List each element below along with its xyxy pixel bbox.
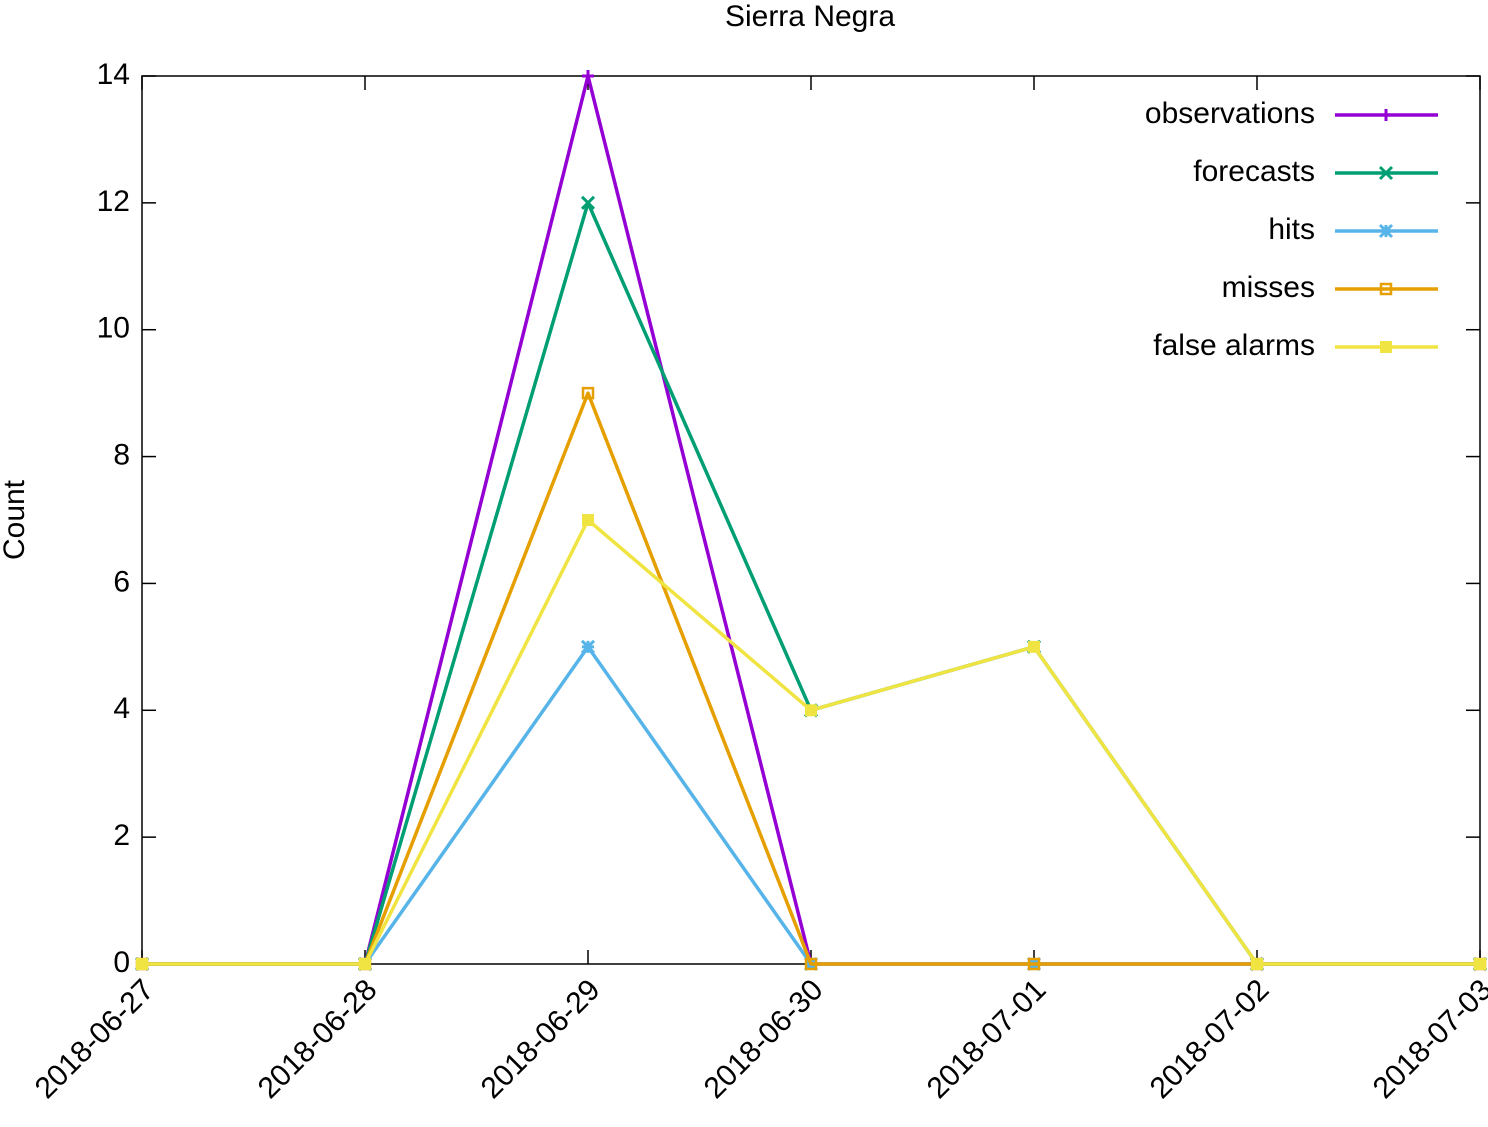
point-marker: [582, 514, 594, 526]
y-tick-label: 4: [113, 692, 130, 725]
x-tick-label: 2018-06-29: [475, 973, 607, 1105]
point-marker: [580, 195, 596, 210]
legend-marker: [1379, 282, 1393, 296]
y-tick-label: 14: [97, 58, 130, 91]
series-line: [142, 518, 1480, 966]
point-marker: [580, 639, 596, 654]
series-line: [142, 391, 1480, 966]
x-tick-label: 2018-06-27: [29, 973, 161, 1105]
x-tick-label: 2018-06-28: [252, 973, 384, 1105]
point-marker: [1028, 640, 1040, 653]
legend-label: misses: [1222, 271, 1315, 304]
point-marker: [359, 958, 371, 970]
point-marker: [136, 958, 148, 970]
point-marker: [1474, 958, 1486, 970]
y-tick-label: 8: [113, 438, 130, 471]
legend-label: false alarms: [1153, 329, 1315, 362]
y-tick-label: 0: [113, 946, 130, 979]
legend-label: forecasts: [1193, 155, 1315, 188]
point-marker: [582, 70, 594, 82]
point-marker: [804, 957, 818, 971]
legend-marker: [1380, 341, 1392, 353]
y-tick-label: 2: [113, 819, 130, 852]
y-tick-label: 6: [113, 565, 130, 598]
series-line: [142, 645, 1480, 966]
point-marker: [1027, 957, 1041, 971]
legend-marker: [1380, 109, 1392, 121]
point-marker: [581, 386, 595, 400]
plot-frame: [141, 75, 1481, 965]
x-tick-label: 2018-06-30: [698, 973, 830, 1105]
x-tick-label: 2018-07-02: [1144, 973, 1276, 1105]
legend-marker: [1378, 223, 1394, 239]
y-tick-label: 10: [97, 312, 130, 345]
x-tick-label: 2018-07-03: [1367, 973, 1488, 1105]
point-marker: [1251, 958, 1263, 970]
y-tick-label: 12: [97, 185, 130, 218]
point-marker: [805, 704, 817, 717]
x-tick-label: 2018-07-01: [921, 973, 1053, 1105]
legend-label: hits: [1268, 213, 1315, 246]
series-line: [142, 201, 1480, 966]
y-axis-label: Count: [0, 479, 31, 560]
legend-label: observations: [1145, 97, 1315, 130]
series-line: [142, 74, 1480, 966]
legend-marker: [1378, 165, 1394, 181]
chart-title: Sierra Negra: [725, 0, 895, 33]
